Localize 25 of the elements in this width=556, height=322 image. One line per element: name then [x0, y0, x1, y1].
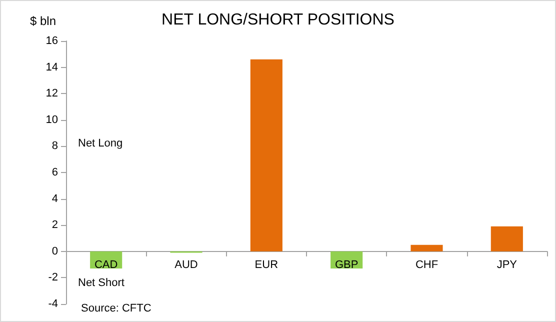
annotation: Net Short: [78, 277, 124, 290]
x-tick-label: JPY: [496, 258, 518, 271]
bar: [250, 59, 282, 252]
x-tick-label: GBP: [334, 258, 358, 271]
y-tick-label: 14: [46, 61, 58, 74]
y-tick-label: 10: [46, 114, 58, 126]
y-tick-label: 4: [52, 192, 58, 205]
y-tick-label: -4: [48, 298, 58, 310]
x-tick-label: CHF: [415, 258, 438, 271]
x-tick-label: EUR: [254, 258, 278, 271]
y-tick-label: 2: [52, 219, 58, 232]
annotation: Source: CFTC: [81, 302, 152, 314]
x-tick-label: CAD: [94, 258, 118, 271]
y-tick-label: 0: [52, 245, 58, 258]
bar: [410, 244, 443, 252]
y-tick-label: 6: [52, 166, 58, 178]
y-axis-title: $ bln: [30, 14, 56, 28]
y-tick-label: 12: [46, 88, 58, 100]
y-tick-label: 16: [46, 35, 58, 47]
x-tick-label: AUD: [174, 258, 198, 271]
y-tick-label: -2: [48, 272, 58, 284]
y-tick-label: 8: [52, 140, 58, 152]
bar: [490, 226, 523, 252]
annotation: Net Long: [78, 138, 123, 150]
chart-title: NET LONG/SHORT POSITIONS: [162, 12, 394, 28]
